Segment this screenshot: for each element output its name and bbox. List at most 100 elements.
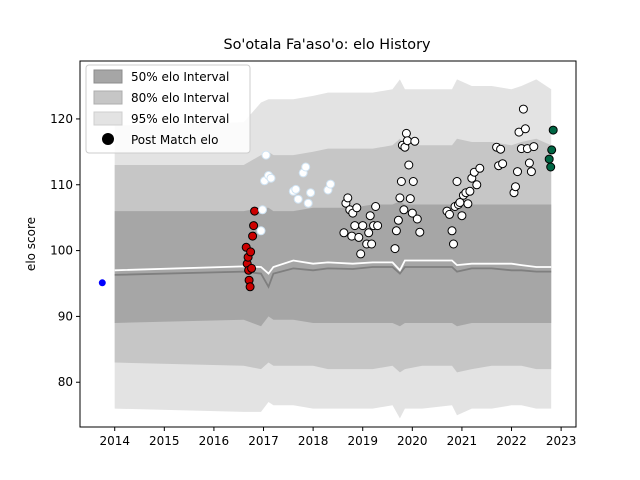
point-white	[410, 136, 420, 146]
point-white	[356, 249, 366, 259]
point-white	[529, 142, 539, 152]
point-light	[303, 198, 313, 208]
point-light	[256, 226, 266, 236]
point-white	[524, 158, 534, 168]
y-axis-label: elo score	[24, 217, 38, 271]
point-light	[261, 150, 271, 160]
legend: 50% elo Interval 80% elo Interval 95% el…	[85, 64, 251, 154]
legend-label-95: 95% elo Interval	[131, 112, 229, 126]
point-light	[326, 179, 335, 189]
x-tick-label: 2019	[347, 434, 378, 448]
mean-line	[114, 259, 552, 275]
chart-title: So'otala Fa'aso'o: elo History	[223, 37, 430, 53]
legend-swatch-80	[93, 90, 123, 105]
point-white	[401, 128, 411, 138]
data-points	[97, 104, 558, 292]
x-tick-label: 2022	[496, 434, 527, 448]
legend-label-post-match: Post Match elo	[131, 133, 218, 147]
point-white	[354, 232, 364, 242]
x-tick-label: 2015	[149, 434, 180, 448]
point-white	[475, 163, 485, 173]
point-white	[350, 221, 360, 231]
point-white	[393, 215, 403, 225]
point-white	[390, 244, 400, 254]
legend-marker-post-match	[102, 133, 114, 145]
y-tick-label: 110	[50, 178, 73, 192]
point-red	[246, 247, 256, 257]
legend-label-50: 50% elo Interval	[131, 70, 229, 84]
point-light	[258, 205, 267, 215]
point-green	[548, 125, 558, 135]
point-white	[526, 167, 536, 177]
y-tick-label: 80	[58, 375, 73, 389]
point-white	[463, 199, 473, 209]
point-light	[291, 184, 301, 194]
median-line	[114, 266, 552, 289]
point-light	[266, 173, 276, 183]
point-white	[518, 104, 528, 114]
x-tick-label: 2021	[447, 434, 478, 448]
legend-label-80: 80% elo Interval	[131, 91, 229, 105]
point-first	[97, 278, 107, 288]
point-green	[546, 162, 556, 172]
point-white	[343, 193, 353, 203]
point-red	[250, 206, 260, 216]
point-white	[404, 160, 414, 170]
point-white	[511, 182, 520, 192]
point-white	[371, 202, 381, 211]
x-tick-label: 2014	[99, 434, 130, 448]
point-white	[367, 239, 377, 249]
plot-frame	[79, 60, 577, 428]
point-white	[391, 226, 401, 236]
x-tick-label: 2018	[298, 434, 329, 448]
point-light	[301, 162, 311, 172]
point-white	[395, 193, 405, 203]
point-white	[472, 180, 482, 190]
x-tick-label: 2020	[397, 434, 428, 448]
x-tick-label: 2017	[248, 434, 279, 448]
point-white	[396, 177, 406, 186]
point-white	[407, 208, 417, 218]
point-white	[520, 124, 530, 134]
point-white	[449, 239, 458, 249]
point-white	[498, 159, 508, 169]
x-tick-label: 2023	[546, 434, 577, 448]
legend-swatch-95	[93, 111, 123, 126]
y-tick-label: 100	[50, 244, 73, 258]
center-lines	[114, 259, 552, 289]
point-green	[544, 154, 554, 164]
point-red	[245, 282, 255, 292]
point-white	[399, 205, 409, 215]
point-white	[373, 221, 383, 231]
point-white	[447, 226, 457, 236]
point-white	[496, 144, 506, 154]
point-white	[352, 203, 362, 213]
axes: 2014 2015 2016 2017 2018 2019 2020 2021 2022 2023…	[50, 60, 577, 448]
point-red	[248, 231, 258, 241]
point-white	[405, 194, 415, 204]
y-tick-label: 120	[50, 112, 73, 126]
point-white	[339, 228, 349, 238]
point-white	[513, 167, 522, 177]
x-tick-label: 2016	[199, 434, 230, 448]
legend-frame	[85, 64, 251, 154]
point-white	[408, 177, 418, 186]
band-50	[114, 201, 552, 327]
y-tick-label: 90	[58, 309, 73, 323]
point-white	[457, 211, 467, 221]
point-white	[402, 136, 412, 146]
point-red	[247, 263, 257, 273]
point-light	[293, 194, 303, 204]
legend-swatch-50	[93, 69, 123, 84]
point-white	[412, 214, 422, 224]
point-white	[365, 211, 375, 221]
point-green	[547, 145, 557, 155]
interval-bands	[114, 79, 552, 419]
point-white	[445, 209, 454, 219]
point-white	[452, 177, 462, 186]
point-red	[249, 221, 259, 231]
point-light	[306, 188, 316, 198]
point-white	[415, 227, 425, 237]
point-white	[358, 221, 368, 231]
